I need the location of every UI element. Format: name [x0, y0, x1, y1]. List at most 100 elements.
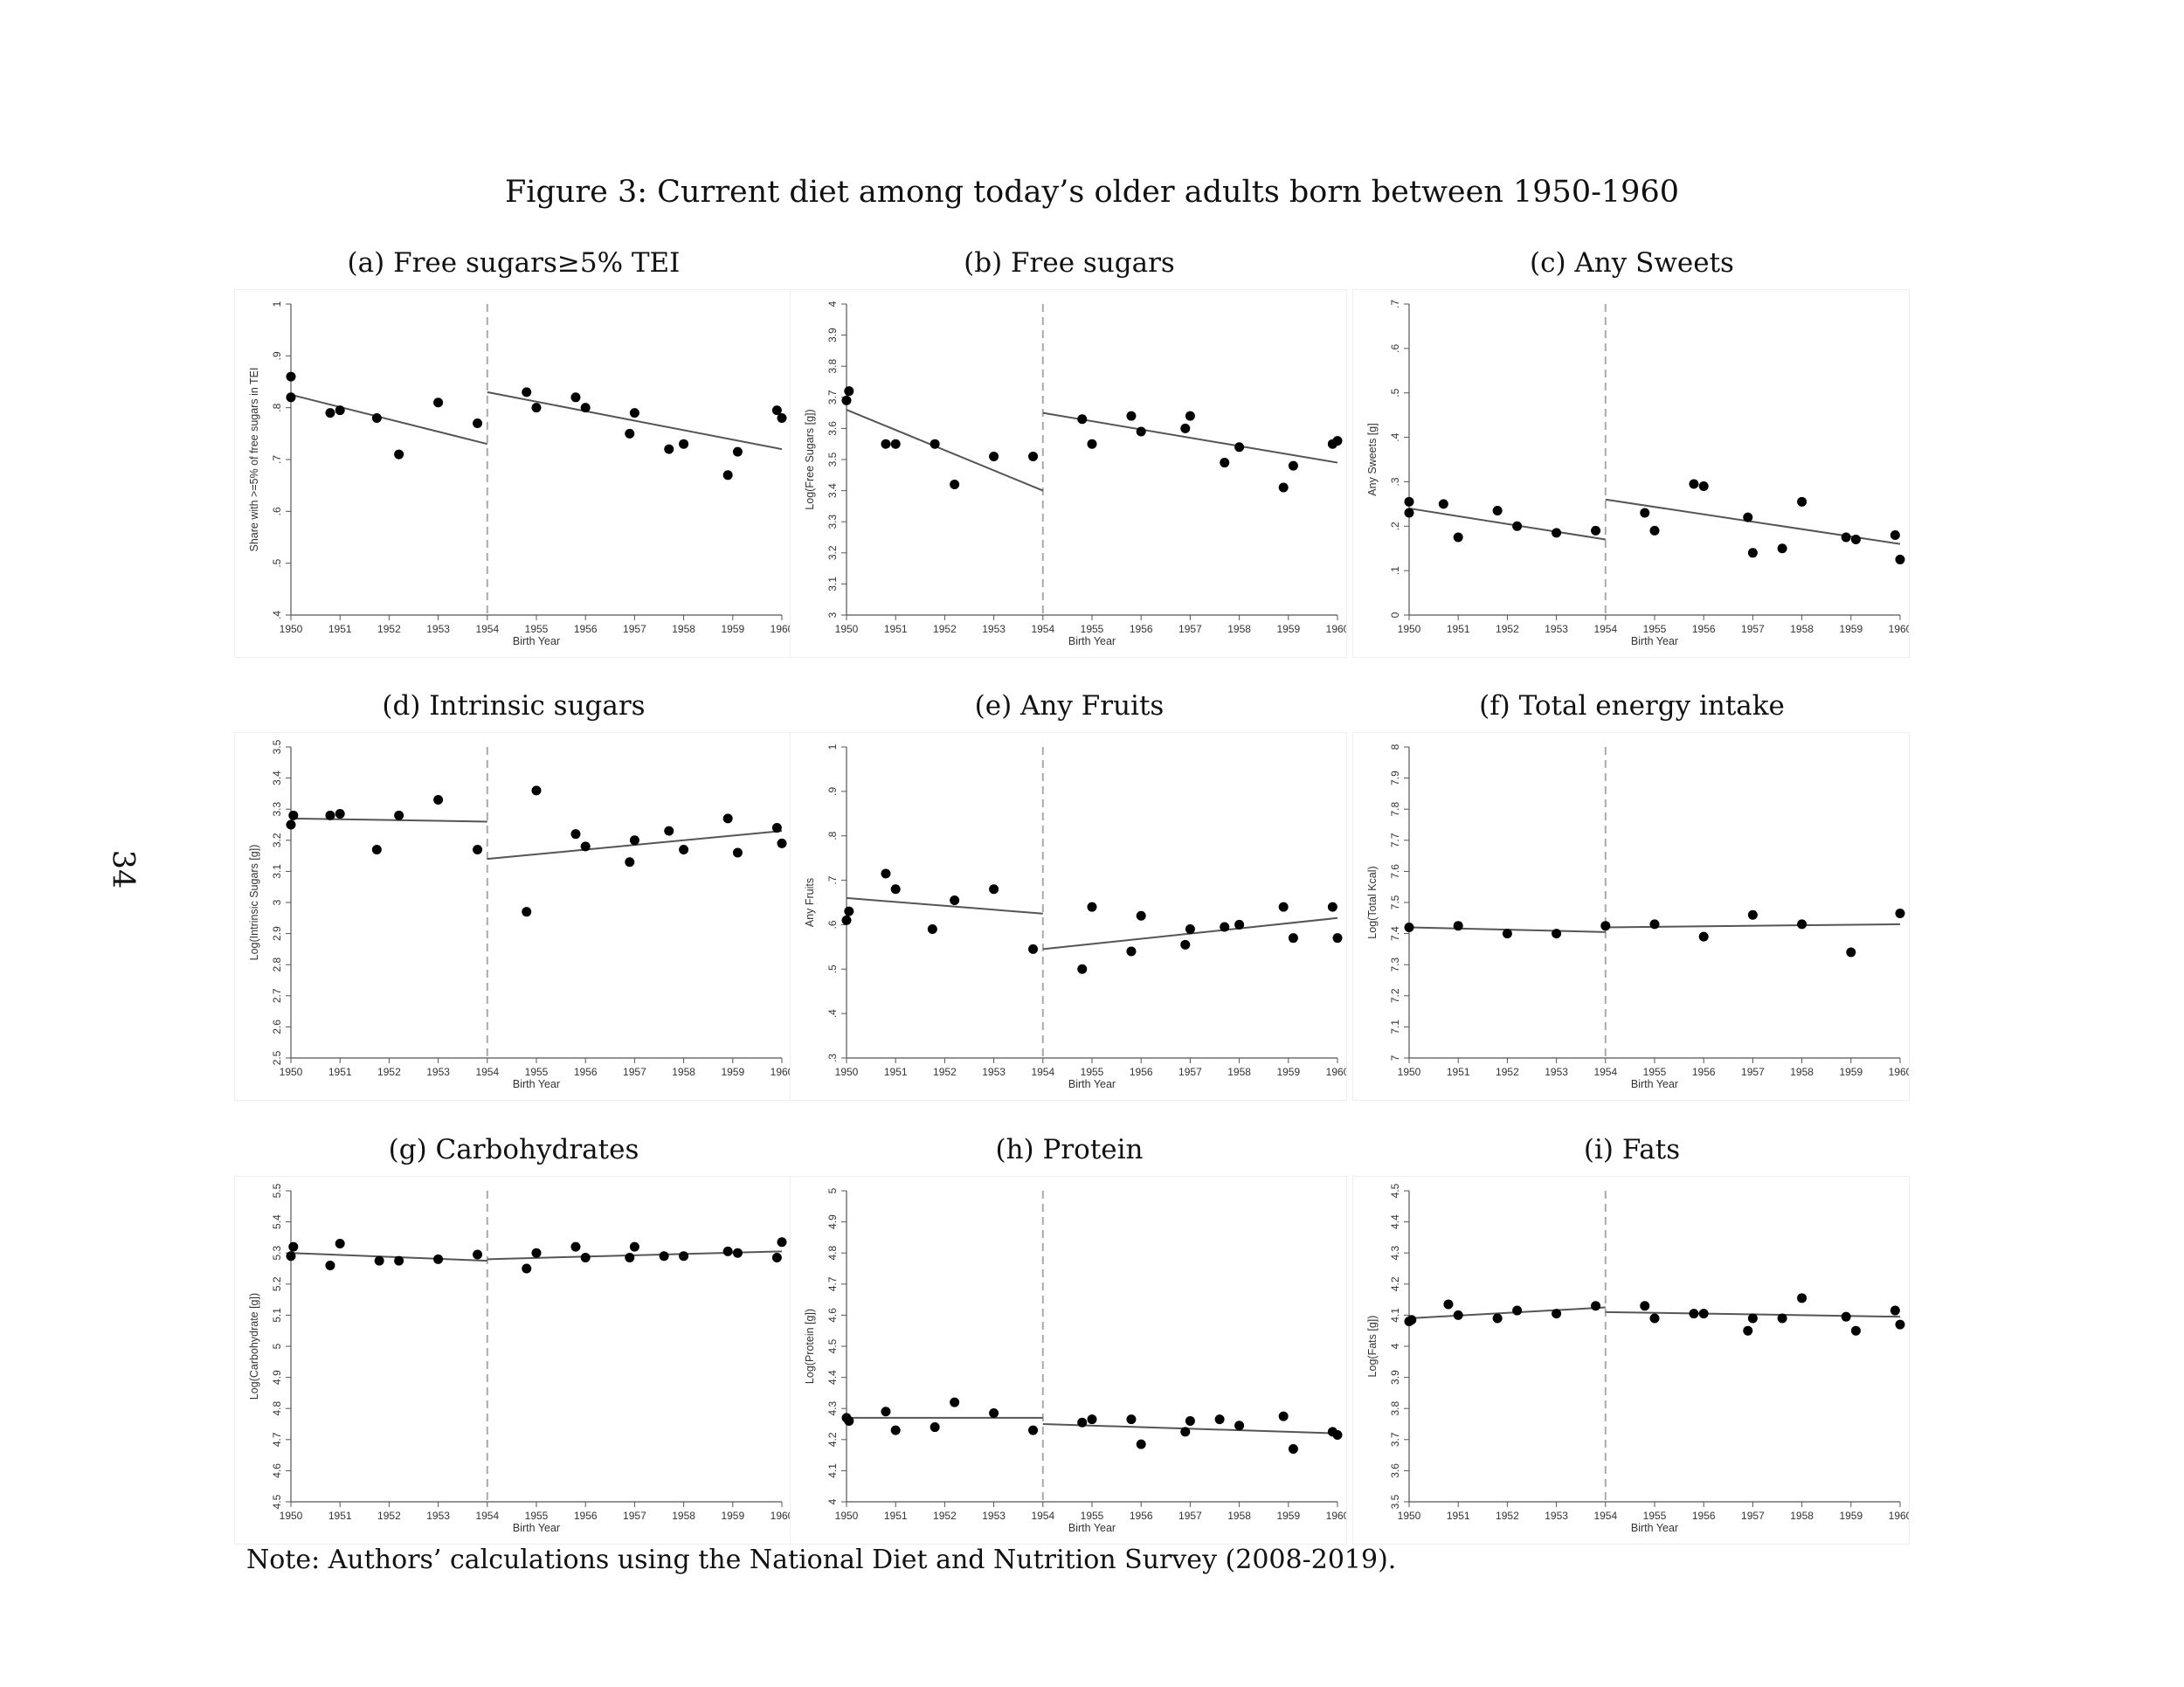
data-point [433, 398, 444, 408]
y-tick-label: 4.9 [826, 1214, 839, 1229]
y-tick-label: 7.6 [1389, 864, 1401, 879]
x-tick-label: 1960 [1326, 623, 1346, 635]
data-point [771, 1253, 782, 1263]
x-tick-label: 1958 [672, 623, 695, 635]
y-tick-label: .7 [1389, 300, 1401, 308]
x-tick-label: 1952 [1496, 1510, 1519, 1522]
y-tick-label: 4.2 [1389, 1276, 1401, 1291]
y-axis-label: Any Sweets [g] [1366, 423, 1379, 495]
data-point [771, 823, 782, 833]
data-point [473, 844, 483, 854]
y-tick-label: .3 [826, 1054, 839, 1062]
data-point [1591, 1301, 1601, 1311]
data-point [1087, 902, 1097, 912]
x-tick-label: 1957 [623, 1066, 646, 1078]
x-tick-label: 1960 [1326, 1510, 1346, 1522]
scatter-plot: 7 7.1 7.2 7.3 7.4 7.5 7.6 7.7 7.8 7.9 8 1950 1951 195… [1366, 743, 1909, 1090]
data-point [335, 1239, 345, 1249]
data-point [1698, 481, 1709, 492]
x-tick-label: 1956 [574, 1066, 598, 1078]
data-point [531, 1248, 542, 1258]
x-tick-label: 1960 [1889, 1510, 1909, 1522]
x-tick-label: 1960 [1889, 1066, 1909, 1078]
y-tick-label: 7.2 [1389, 988, 1401, 1003]
data-point [841, 915, 852, 925]
y-tick-label: 3.5 [1389, 1494, 1401, 1509]
x-tick-label: 1956 [574, 623, 598, 635]
x-tick-label: 1954 [475, 623, 499, 635]
panel-title: (h) Protein [995, 1134, 1144, 1165]
data-point [950, 895, 960, 905]
data-point [1591, 525, 1601, 536]
data-point [1895, 908, 1905, 918]
data-point [1512, 521, 1523, 531]
x-tick-label: 1952 [377, 1066, 401, 1078]
data-point [1797, 1293, 1807, 1303]
y-tick-label: 3 [271, 899, 283, 905]
y-tick-label: 3.2 [826, 545, 839, 560]
data-point [1028, 451, 1039, 461]
data-point [1747, 1313, 1758, 1324]
data-point [1747, 548, 1758, 558]
y-tick-label: 7.8 [1389, 802, 1401, 817]
x-tick-label: 1956 [1692, 1510, 1716, 1522]
x-tick-label: 1960 [771, 1510, 791, 1522]
y-tick-label: .1 [1389, 566, 1401, 575]
x-axis-label: Birth Year [1631, 1522, 1678, 1534]
x-axis-label: Birth Year [1068, 1522, 1116, 1534]
y-tick-label: 5 [826, 1187, 839, 1193]
x-tick-label: 1957 [1178, 1510, 1202, 1522]
data-point [930, 1422, 940, 1433]
x-tick-label: 1957 [1178, 1066, 1202, 1078]
data-point [335, 405, 345, 416]
x-tick-label: 1959 [1839, 1510, 1863, 1522]
data-point [1689, 1309, 1699, 1319]
x-tick-label: 1957 [1741, 1510, 1765, 1522]
y-tick-label: 3.3 [271, 802, 283, 817]
x-tick-label: 1950 [835, 1510, 859, 1522]
y-tick-label: 2.5 [271, 1050, 283, 1065]
y-tick-label: 7.5 [1389, 895, 1401, 909]
y-tick-label: 3.2 [271, 833, 283, 847]
data-point [1443, 1299, 1454, 1310]
data-point [1453, 532, 1463, 543]
x-tick-label: 1953 [1545, 623, 1568, 635]
y-tick-label: .2 [1389, 522, 1401, 530]
chart-area: .4 .5 .6 .7 .8 .9 1 1950 1951 1952 1953 1954 1955 195… [234, 289, 791, 658]
x-tick-label: 1952 [1496, 623, 1519, 635]
x-tick-label: 1955 [1643, 1510, 1667, 1522]
y-tick-label: 4.7 [271, 1432, 283, 1447]
data-point [1743, 512, 1753, 522]
x-tick-label: 1957 [1741, 623, 1765, 635]
data-point [1404, 496, 1414, 507]
x-axis-label: Birth Year [1631, 635, 1678, 647]
data-point [629, 1241, 639, 1252]
data-point [1797, 919, 1807, 930]
scatter-plot: 4.5 4.6 4.7 4.8 4.9 5 5.1 5.2 5.3 5.4 5.5 1950 1951 1… [248, 1183, 791, 1534]
y-tick-label: 4 [1389, 1343, 1401, 1349]
figure-title: Figure 3: Current diet among today’s old… [505, 175, 1679, 210]
data-point [844, 906, 854, 916]
x-axis-label: Birth Year [513, 1078, 560, 1090]
data-point [1406, 1315, 1417, 1325]
x-tick-label: 1951 [884, 623, 908, 635]
data-point [659, 1251, 669, 1262]
data-point [1214, 1414, 1225, 1425]
chart-area: 3.5 3.6 3.7 3.8 3.9 4 4.1 4.2 4.3 4.4 4.5 1950 1951 1… [1352, 1176, 1910, 1545]
data-point [930, 439, 940, 449]
y-tick-label: .8 [826, 831, 839, 840]
chart-panel: (h) Protein 4 4.1 4.2 4.3 4.4 4.5 4.6 4.7 4.8 4.9 5… [790, 1134, 1349, 1545]
y-axis-label: Log(Protein [g]) [804, 1309, 816, 1384]
x-tick-label: 1959 [721, 1510, 744, 1522]
data-point [1288, 933, 1298, 944]
data-point [1777, 543, 1787, 554]
data-point [522, 387, 532, 398]
data-point [722, 813, 733, 824]
y-tick-label: .6 [1389, 344, 1401, 353]
data-point [531, 403, 542, 413]
panel-title: (g) Carbohydrates [388, 1134, 639, 1165]
data-point [473, 1249, 483, 1260]
data-point [1689, 479, 1699, 489]
x-tick-label: 1960 [1326, 1066, 1346, 1078]
data-point [950, 479, 960, 489]
